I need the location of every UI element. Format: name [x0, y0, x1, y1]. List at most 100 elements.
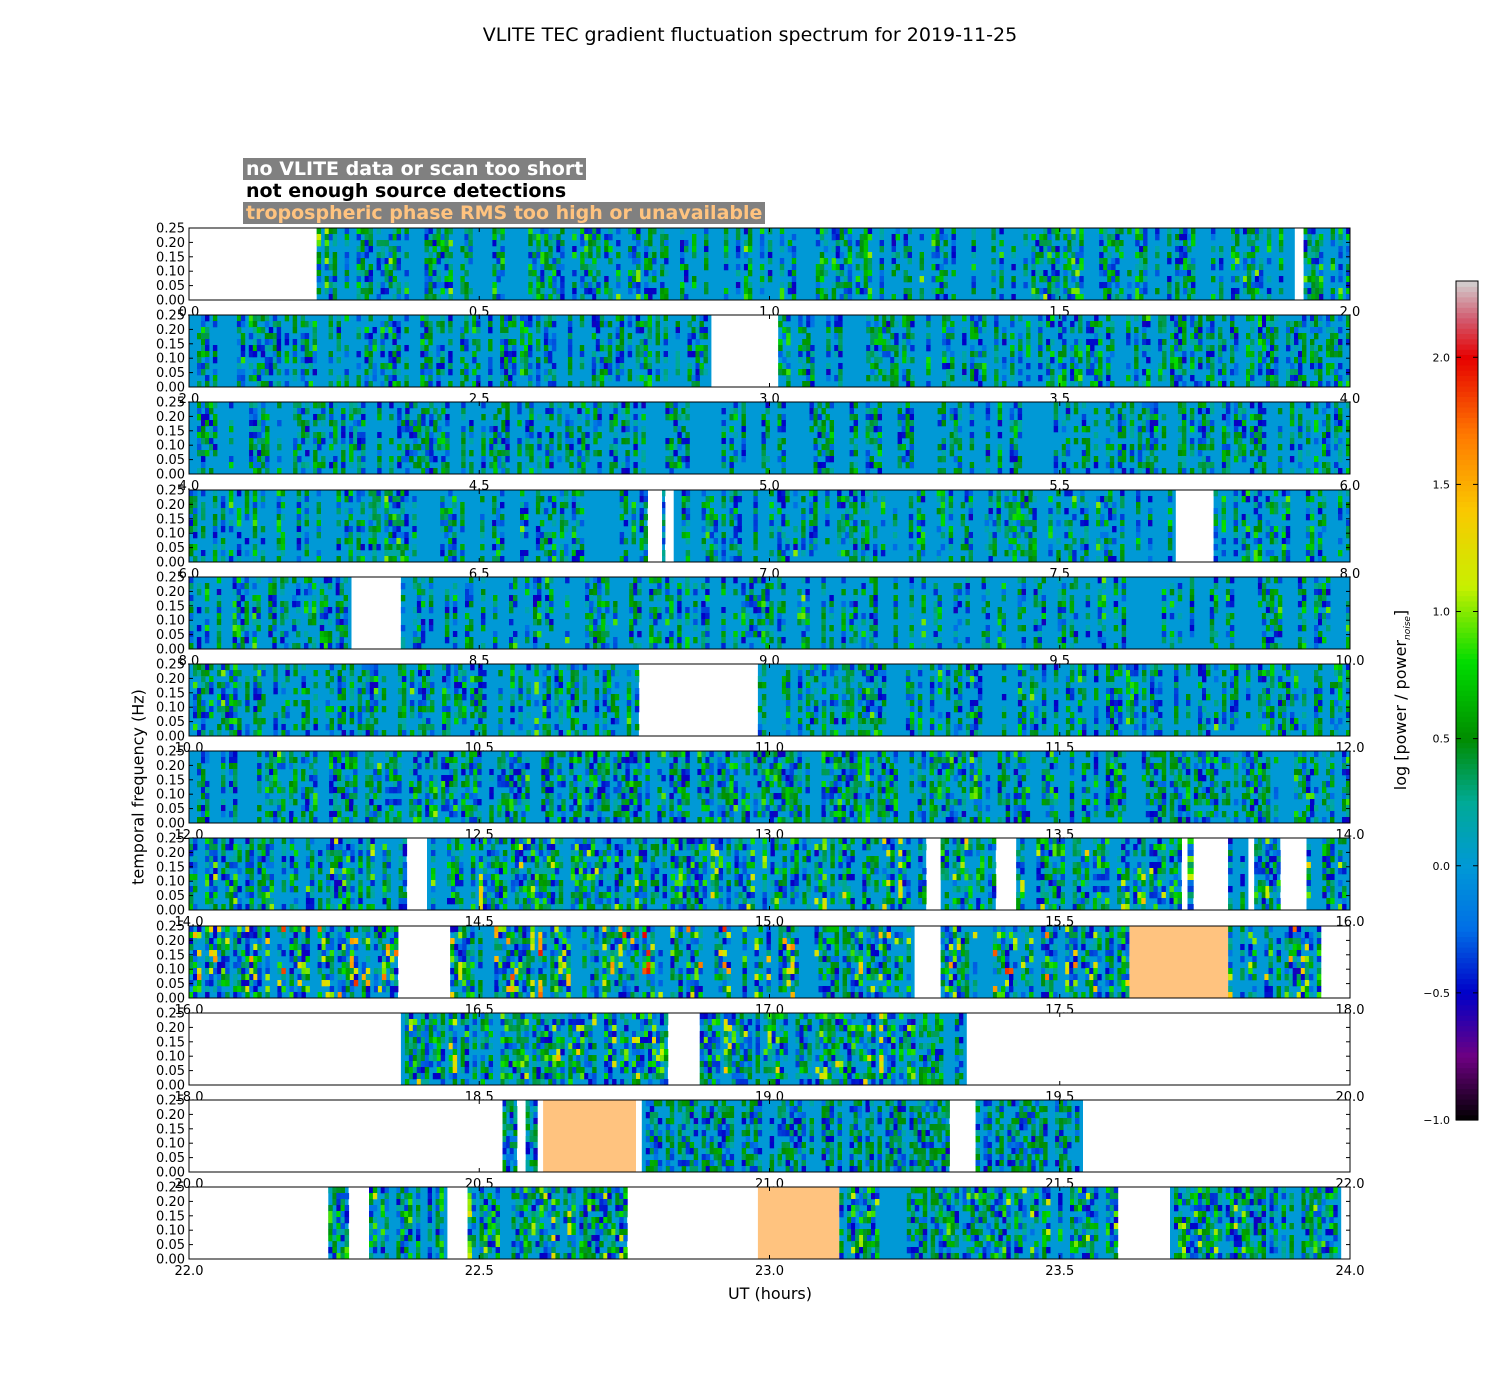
spectrum-cell	[569, 420, 574, 427]
spectrum-cell	[569, 450, 574, 457]
spectrum-cell	[1277, 432, 1283, 439]
spectrum-cell	[940, 502, 946, 509]
spectrum-cell	[1063, 276, 1068, 283]
spectrum-cell	[834, 321, 839, 328]
spectrum-cell	[316, 258, 322, 265]
spectrum-cell	[613, 420, 618, 427]
spectrum-cell	[384, 270, 389, 277]
spectrum-cell	[1274, 315, 1279, 322]
spectrum-cell	[548, 240, 553, 247]
spectrum-cell	[953, 438, 959, 445]
spectrum-cell	[705, 502, 710, 509]
spectrum-cell	[639, 508, 644, 515]
spectrum-cell	[448, 264, 453, 271]
spectrum-cell	[623, 556, 629, 563]
spectrum-cell	[368, 282, 373, 289]
spectrum-cell	[193, 532, 198, 539]
spectrum-cell	[615, 345, 621, 352]
spectrum-cell	[1107, 294, 1112, 301]
spectrum-cell	[681, 520, 687, 527]
spectrum-cell	[839, 234, 845, 241]
spectrum-cell	[721, 502, 726, 509]
spectrum-cell	[424, 288, 429, 295]
y-tick-label: 0.05	[156, 279, 185, 294]
spectrum-cell	[268, 369, 274, 376]
spectrum-cell	[1235, 258, 1240, 265]
spectrum-cell	[997, 444, 1003, 451]
spectrum-cell	[356, 375, 361, 382]
spectrum-cell	[1258, 315, 1263, 322]
spectrum-cell	[968, 550, 973, 557]
spectrum-cell	[1094, 339, 1099, 346]
spectrum-cell	[817, 468, 822, 475]
spectrum-cell	[1056, 520, 1061, 527]
spectrum-cell	[1050, 381, 1055, 388]
spectrum-cell	[404, 544, 409, 551]
spectrum-cell	[648, 252, 653, 259]
spectrum-cell	[349, 450, 354, 457]
spectrum-cell	[970, 369, 975, 376]
spectrum-cell	[1270, 315, 1275, 322]
spectrum-cell	[493, 426, 498, 433]
spectrum-cell	[468, 234, 473, 241]
spectrum-cell	[1137, 456, 1143, 463]
spectrum-cell	[448, 351, 453, 358]
spectrum-cell	[321, 456, 326, 463]
spectrum-cell	[535, 544, 541, 551]
spectrum-cell	[1174, 321, 1179, 328]
spectrum-cell	[1039, 276, 1044, 283]
spectrum-cell	[539, 508, 545, 515]
spectrum-cell	[639, 363, 645, 370]
spectrum-cell	[588, 264, 593, 271]
spectrum-cell	[685, 532, 691, 539]
spectrum-cell	[948, 490, 954, 497]
spectrum-cell	[908, 520, 914, 527]
spectrum-cell	[529, 450, 534, 457]
spectrum-cell	[304, 490, 309, 497]
spectrum-cell	[951, 258, 956, 265]
spectrum-cell	[528, 351, 533, 358]
spectrum-cell	[962, 327, 967, 334]
spectrum-cell	[753, 538, 758, 545]
spectrum-cell	[1023, 270, 1028, 277]
spectrum-cell	[1237, 450, 1243, 457]
spectrum-cell	[253, 408, 258, 415]
spectrum-cell	[1155, 234, 1160, 241]
spectrum-cell	[1107, 234, 1112, 241]
spectrum-cell	[1110, 327, 1115, 334]
spectrum-cell	[567, 327, 573, 334]
spectrum-cell	[607, 375, 613, 382]
spectrum-cell	[648, 234, 653, 241]
spectrum-cell	[978, 315, 983, 322]
spectrum-cell	[1205, 414, 1211, 421]
spectrum-cell	[813, 496, 818, 503]
spectrum-cell	[643, 502, 648, 509]
spectrum-cell	[1338, 246, 1343, 253]
spectrum-cell	[1257, 438, 1263, 445]
spectrum-cell	[1068, 532, 1073, 539]
spectrum-cell	[615, 369, 621, 376]
spectrum-cell	[1098, 381, 1103, 388]
spectrum-cell	[460, 520, 465, 527]
spectrum-cell	[300, 345, 306, 352]
spectrum-cell	[1094, 315, 1099, 322]
spectrum-cell	[1012, 556, 1017, 563]
spectrum-cell	[528, 246, 533, 253]
spectrum-cell	[1250, 381, 1255, 388]
spectrum-cell	[729, 520, 734, 527]
spectrum-cell	[368, 234, 373, 241]
spectrum-cell	[1071, 252, 1076, 259]
spectrum-cell	[713, 514, 718, 521]
spectrum-cell	[1274, 351, 1279, 358]
spectrum-cell	[643, 339, 649, 346]
spectrum-cell	[1012, 514, 1017, 521]
spectrum-cell	[639, 375, 645, 382]
spectrum-cell	[579, 357, 585, 364]
spectrum-cell	[389, 456, 394, 463]
spectrum-cell	[1258, 369, 1263, 376]
spectrum-cell	[1210, 345, 1215, 352]
spectrum-cell	[703, 333, 708, 340]
spectrum-cell	[931, 252, 936, 259]
spectrum-cell	[823, 258, 829, 265]
spectrum-cell	[260, 556, 266, 563]
